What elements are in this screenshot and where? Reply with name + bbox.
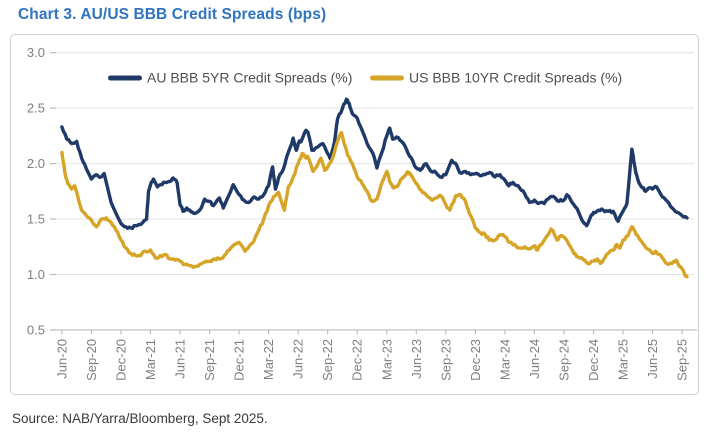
chart-title: Chart 3. AU/US BBB Credit Spreads (bps) (18, 6, 327, 23)
x-tick-label: Mar-22 (261, 339, 276, 380)
source-note: Source: NAB/Yarra/Bloomberg, Sept 2025. (12, 411, 268, 426)
x-tick-label: Jun-23 (409, 339, 424, 379)
x-tick-label: Dec-24 (586, 339, 601, 381)
x-tick-label: Dec-22 (350, 339, 365, 381)
y-tick-label: 1.0 (27, 267, 45, 282)
series-line-us-bbb-10yr (60, 130, 689, 279)
y-tick-label: 1.5 (27, 212, 45, 227)
credit-spreads-chart: 3.0 2.5 2.0 1.5 1.0 0.5 Jun-20 Sep-20 Dec-20 Mar-… (27, 45, 697, 381)
x-tick-label: Mar-24 (497, 339, 512, 380)
x-tick-label: Sep-22 (320, 339, 335, 381)
series-line-au-bbb-5yr (60, 97, 689, 231)
x-tick-label: Jun-20 (54, 339, 69, 379)
x-tick-label: Sep-25 (675, 339, 690, 381)
y-tick-label: 3.0 (27, 45, 45, 60)
legend-label-us: US BBB 10YR Credit Spreads (%) (409, 70, 622, 86)
x-tick-label: Dec-21 (232, 339, 247, 381)
x-tick-label: Sep-21 (202, 339, 217, 381)
x-tick-label: Mar-21 (143, 339, 158, 380)
y-tick-label: 2.5 (27, 101, 45, 116)
x-tick-label: Dec-20 (113, 339, 128, 381)
x-tick-label: Sep-23 (438, 339, 453, 381)
chart-panel: 3.0 2.5 2.0 1.5 1.0 0.5 Jun-20 Sep-20 Dec-20 Mar-… (10, 34, 699, 395)
x-tick-label: Sep-20 (84, 339, 99, 381)
x-tick-label: Dec-23 (468, 339, 483, 381)
x-tick-label: Jun-25 (645, 339, 660, 379)
x-tick-label: Jun-21 (173, 339, 188, 379)
y-tick-label: 0.5 (27, 322, 45, 337)
legend-swatch-us (370, 75, 404, 81)
x-tick-label: Jun-24 (527, 339, 542, 379)
x-tick-label: Jun-22 (291, 339, 306, 379)
x-tick-label: Mar-25 (616, 339, 631, 380)
y-tick-label: 2.0 (27, 156, 45, 171)
legend-label-au: AU BBB 5YR Credit Spreads (%) (147, 70, 352, 86)
legend-swatch-au (108, 75, 142, 81)
x-tick-label: Sep-24 (556, 339, 571, 381)
x-tick-label: Mar-23 (379, 339, 394, 380)
